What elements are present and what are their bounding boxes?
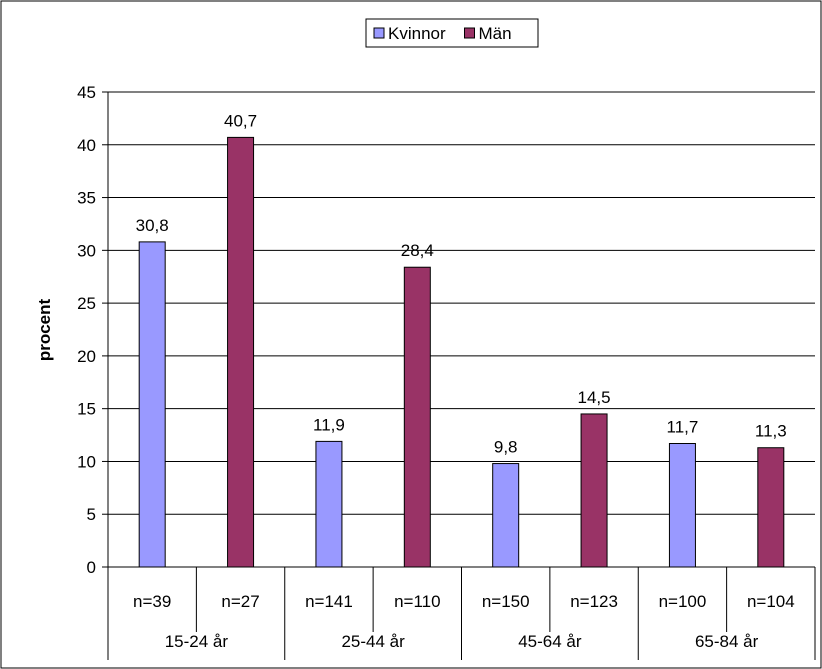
- data-label: 14,5: [578, 388, 611, 407]
- y-tick-label: 10: [77, 452, 96, 471]
- y-tick-label: 15: [77, 400, 96, 419]
- bar-män: [580, 413, 608, 568]
- bar-kvinnor: [492, 463, 520, 568]
- bar-kvinnor: [668, 443, 696, 568]
- category-label: n=141: [305, 592, 353, 611]
- data-label: 11,3: [755, 422, 787, 441]
- y-axis-label: procent: [35, 298, 54, 361]
- y-tick-label: 45: [77, 83, 96, 102]
- category-label: n=39: [133, 592, 171, 611]
- category-label: n=110: [394, 592, 440, 611]
- category-label: n=100: [659, 592, 707, 611]
- legend-label: Män: [479, 24, 512, 43]
- y-tick-label: 0: [87, 558, 96, 577]
- legend-box: [365, 18, 539, 48]
- bar-kvinnor: [315, 440, 343, 568]
- y-tick-label: 35: [77, 189, 96, 208]
- category-label: n=150: [482, 592, 530, 611]
- bar-kvinnor: [138, 241, 166, 568]
- legend-label: Kvinnor: [388, 24, 446, 43]
- bar-män: [403, 266, 431, 568]
- label-layer: 30,8 11,9 9,8 11,7 40,7 28,4 14,5 11,3: [136, 111, 787, 456]
- category-label: n=104: [747, 592, 795, 611]
- data-label: 11,9: [313, 415, 345, 434]
- group-label: 45-64 år: [518, 632, 582, 651]
- group-label: 65-84 år: [695, 632, 759, 651]
- category-label: n=123: [570, 592, 618, 611]
- group-label: 15-24 år: [165, 632, 229, 651]
- bar-layer: [138, 136, 785, 568]
- grid-layer: [108, 91, 815, 568]
- data-label: 11,7: [667, 418, 699, 437]
- category-label: n=27: [221, 592, 259, 611]
- y-tick-label: 25: [77, 294, 96, 313]
- legend-swatch: [464, 27, 475, 39]
- bar-män: [227, 136, 255, 568]
- y-tick-label: 5: [87, 505, 96, 524]
- y-tick-label: 40: [77, 136, 96, 155]
- data-label: 9,8: [494, 438, 518, 457]
- group-label: 25-44 år: [341, 632, 405, 651]
- data-label: 30,8: [136, 216, 169, 235]
- y-tick-label: 30: [77, 241, 96, 260]
- data-label: 28,4: [401, 241, 434, 260]
- legend: Kvinnor Män: [365, 18, 539, 48]
- legend-swatch: [373, 27, 385, 39]
- bar-män: [757, 447, 785, 568]
- data-label: 40,7: [224, 111, 257, 130]
- axis-layer: 0 5 10 15 20 25 30 35 40 45 n=39 n=27 n=141 n=110 n=15…: [77, 83, 816, 660]
- y-tick-label: 20: [77, 347, 96, 366]
